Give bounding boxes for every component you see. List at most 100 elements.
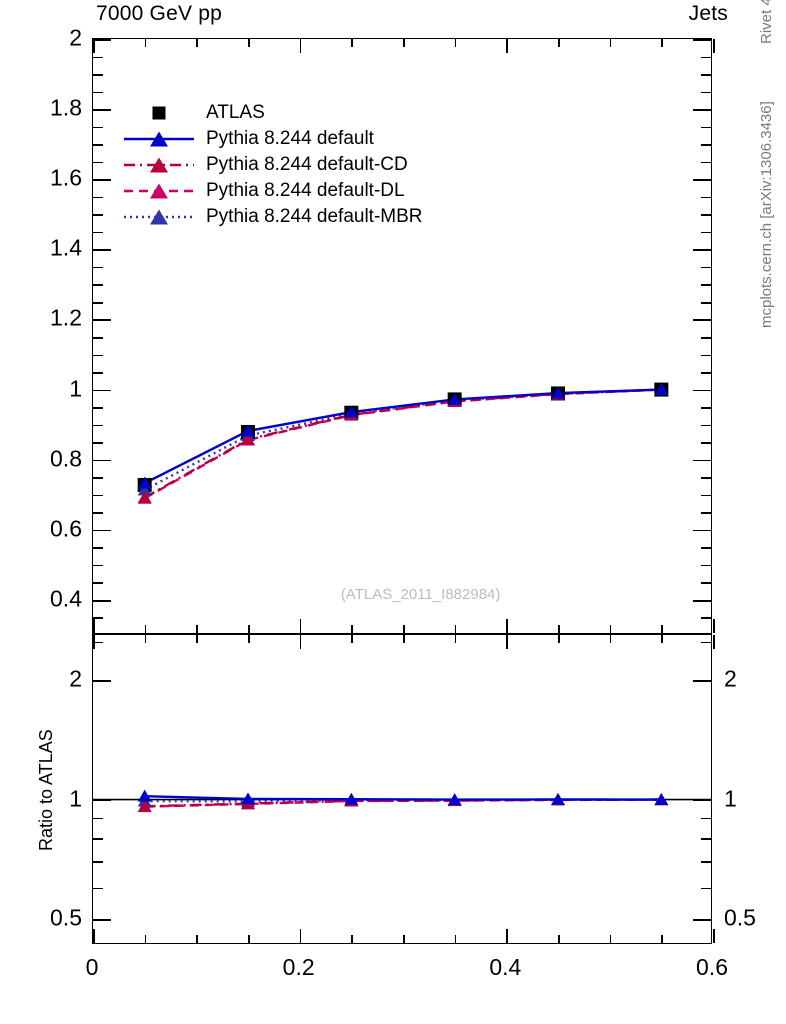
axis-tick <box>93 617 103 620</box>
axis-tick <box>701 838 711 840</box>
axis-tick <box>609 935 612 943</box>
axis-tick <box>196 635 198 643</box>
legend-entry[interactable]: Pythia 8.244 default-CD <box>122 152 452 178</box>
axis-tick <box>93 74 103 76</box>
legend-entry[interactable]: Pythia 8.244 default <box>122 126 452 152</box>
legend: ATLAS Pythia 8.244 default Pythia 8.244 de… <box>122 100 452 230</box>
axis-tick <box>93 919 111 921</box>
axis-tick <box>558 635 560 643</box>
axis-tick <box>701 74 711 76</box>
axis-tick <box>701 887 711 890</box>
axis-tick <box>454 39 457 47</box>
axis-tick <box>701 91 711 94</box>
axis-tick <box>701 641 711 644</box>
x-tick-label: 0.6 <box>696 954 728 980</box>
axis-tick <box>693 799 711 802</box>
axis-tick <box>144 625 147 633</box>
axis-tick <box>351 935 353 943</box>
ratio-y-tick-label-right: 1 <box>724 785 737 812</box>
y-tick-label: 1.8 <box>50 94 82 121</box>
axis-tick <box>93 619 95 633</box>
axis-tick <box>693 529 711 532</box>
axis-tick <box>701 424 711 427</box>
axis-tick <box>93 459 111 462</box>
header-category-label: Jets <box>688 2 728 25</box>
legend-entry[interactable]: Pythia 8.244 default-MBR <box>122 204 452 230</box>
legend-triangle-marker <box>150 131 168 147</box>
axis-tick <box>701 477 711 479</box>
legend-square-marker <box>152 106 166 120</box>
axis-tick <box>701 582 711 584</box>
axis-tick <box>93 599 111 602</box>
axis-tick <box>93 512 103 514</box>
axis-tick <box>93 477 103 479</box>
axis-tick <box>93 564 103 567</box>
legend-label: Pythia 8.244 default-DL <box>206 180 405 201</box>
axis-tick <box>661 39 663 47</box>
axis-tick <box>93 319 111 322</box>
ratio-plot-area <box>93 635 711 943</box>
axis-tick <box>693 599 711 602</box>
ratio-plot-panel <box>92 634 715 944</box>
ratio-series-layer <box>93 789 711 813</box>
axis-tick <box>693 179 711 181</box>
y-tick-label: 2 <box>69 24 82 51</box>
axis-tick <box>701 617 711 620</box>
legend-label: Pythia 8.244 default <box>206 128 374 149</box>
axis-tick <box>693 389 711 392</box>
axis-tick <box>93 442 103 444</box>
legend-key <box>122 154 196 176</box>
x-tick-label: 0.4 <box>489 954 522 980</box>
axis-tick <box>299 619 302 633</box>
axis-tick <box>693 319 711 322</box>
axis-tick <box>701 512 711 514</box>
axis-tick <box>713 929 715 943</box>
axis-tick <box>701 126 711 129</box>
axis-tick <box>454 935 457 943</box>
axis-tick <box>701 214 711 216</box>
legend-entry[interactable]: Pythia 8.244 default-DL <box>122 178 452 204</box>
main-plot-area <box>93 39 711 633</box>
axis-tick <box>144 635 147 643</box>
legend-entry[interactable]: ATLAS <box>122 100 452 126</box>
axis-tick <box>506 635 508 649</box>
axis-tick <box>701 407 711 409</box>
axis-tick <box>351 635 353 643</box>
axis-tick <box>701 372 711 374</box>
axis-tick <box>93 231 103 234</box>
axis-tick <box>93 582 103 584</box>
axis-tick <box>609 625 612 633</box>
axis-tick <box>713 39 715 53</box>
axis-tick <box>196 935 198 943</box>
axis-tick <box>609 39 612 47</box>
axis-tick <box>693 39 711 41</box>
axis-tick <box>299 635 302 649</box>
axis-tick <box>701 564 711 567</box>
axis-tick <box>93 424 103 427</box>
axis-tick <box>93 56 103 59</box>
axis-tick <box>403 625 405 633</box>
header-beam-label: 7000 GeV pp <box>96 2 222 25</box>
main-plot-panel <box>92 38 715 637</box>
axis-tick <box>93 799 111 802</box>
axis-tick <box>609 635 612 643</box>
axis-tick <box>701 161 711 164</box>
axis-tick <box>144 935 147 943</box>
axis-tick <box>558 39 560 47</box>
axis-tick <box>693 109 711 111</box>
axis-tick <box>454 635 457 643</box>
axis-tick <box>93 39 95 53</box>
legend-key <box>122 128 196 150</box>
axis-tick <box>403 635 405 643</box>
legend-label: Pythia 8.244 default-CD <box>206 154 408 175</box>
axis-tick <box>403 935 405 943</box>
axis-tick <box>93 494 103 497</box>
axis-tick <box>196 39 198 47</box>
axis-tick <box>693 919 711 921</box>
axis-tick <box>351 625 353 633</box>
legend-key <box>122 206 196 228</box>
axis-tick <box>93 301 103 304</box>
y-tick-label: 1 <box>69 375 82 402</box>
axis-tick <box>93 266 103 269</box>
